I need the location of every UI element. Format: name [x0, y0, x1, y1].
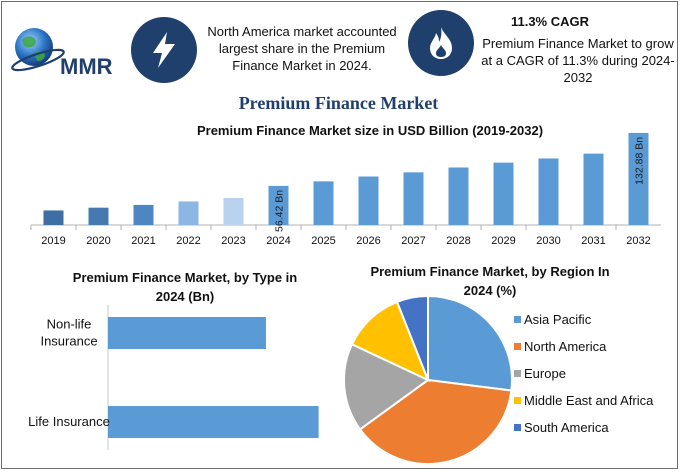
- pie-slice-0: [427, 294, 513, 392]
- flame-icon: [430, 27, 452, 59]
- x-tick-label-2020: 2020: [86, 235, 110, 247]
- bar-2032: [628, 132, 649, 225]
- x-tick-label-2025: 2025: [311, 235, 335, 247]
- x-tick-label-2028: 2028: [446, 235, 470, 247]
- legend-swatch-2: [514, 370, 521, 377]
- bar-2027: [403, 172, 424, 225]
- x-tick-label-2019: 2019: [41, 235, 65, 247]
- bar-2030: [538, 158, 559, 225]
- bar-2028: [448, 167, 469, 225]
- x-tick-label-2024: 2024: [266, 235, 290, 247]
- bar-2031: [583, 153, 604, 225]
- cagr-title: 11.3% CAGR: [510, 14, 590, 29]
- region-chart-title: Premium Finance Market, by Region In 202…: [370, 264, 610, 298]
- badge2-text: Premium Finance Market to grow at a CAGR…: [481, 36, 675, 85]
- legend-swatch-1: [514, 343, 521, 350]
- type-label-0: Non-life: [47, 317, 92, 332]
- globe-icon: [11, 28, 65, 72]
- type-chart: Non-life Insurance Life Insurance: [28, 305, 319, 450]
- logo-text: MMR: [60, 54, 113, 79]
- x-tick-label-2030: 2030: [536, 235, 560, 247]
- bar-2022: [178, 201, 199, 225]
- x-tick-label-2021: 2021: [131, 235, 155, 247]
- x-tick-label-2029: 2029: [491, 235, 515, 247]
- bar-2025: [313, 181, 334, 225]
- legend-swatch-0: [514, 316, 521, 323]
- pie-slice-3: [350, 300, 430, 382]
- pie-slice-1: [358, 378, 513, 465]
- bar-2019: [43, 210, 64, 225]
- legend-label-1: North America: [524, 339, 607, 354]
- x-tick-label-2031: 2031: [581, 235, 605, 247]
- legend-label-0: Asia Pacific: [524, 312, 592, 327]
- flame-badge: [408, 10, 474, 76]
- data-label-2024: 56.42 Bn: [274, 190, 286, 232]
- badge1-text: North America market accounted largest s…: [207, 24, 397, 73]
- lightning-icon: [153, 32, 175, 68]
- bar-2024: [268, 185, 289, 225]
- type-label-0: Insurance: [40, 334, 97, 349]
- pie-slice-4: [395, 294, 429, 381]
- x-tick-label-2023: 2023: [221, 235, 245, 247]
- legend-label-4: South America: [524, 420, 609, 435]
- x-tick-label-2022: 2022: [176, 235, 200, 247]
- mmr-logo: MMR: [11, 28, 113, 79]
- market-size-chart: 2019 2020 2021 2022 2023 2024 56.42 Bn 2025 2026…: [30, 132, 661, 247]
- x-tick-label-2032: 2032: [626, 235, 650, 247]
- region-pie-chart: Asia Pacific North America Europe Middle Ea…: [343, 294, 654, 465]
- legend-swatch-3: [514, 397, 521, 404]
- bar-2029: [493, 162, 514, 225]
- lightning-badge: [131, 17, 197, 83]
- bar-2023: [223, 197, 244, 225]
- legend-swatch-4: [514, 424, 521, 431]
- data-label-2032: 132.88 Bn: [634, 137, 646, 185]
- bar-2026: [358, 176, 379, 225]
- type-label-1: Life Insurance: [28, 414, 110, 429]
- legend-label-2: Europe: [524, 366, 566, 381]
- type-bar-0: [108, 317, 266, 349]
- bar-2021: [133, 204, 154, 225]
- pie-slice-2: [343, 342, 430, 431]
- x-tick-label-2026: 2026: [356, 235, 380, 247]
- size-chart-title: Premium Finance Market size in USD Billi…: [196, 123, 544, 138]
- type-chart-title: Premium Finance Market, by Type in 2024 …: [72, 270, 298, 304]
- page-title: Premium Finance Market: [238, 93, 439, 113]
- x-tick-label-2027: 2027: [401, 235, 425, 247]
- legend-label-3: Middle East and Africa: [524, 393, 654, 408]
- bar-2020: [88, 207, 109, 225]
- type-bar-1: [108, 406, 319, 438]
